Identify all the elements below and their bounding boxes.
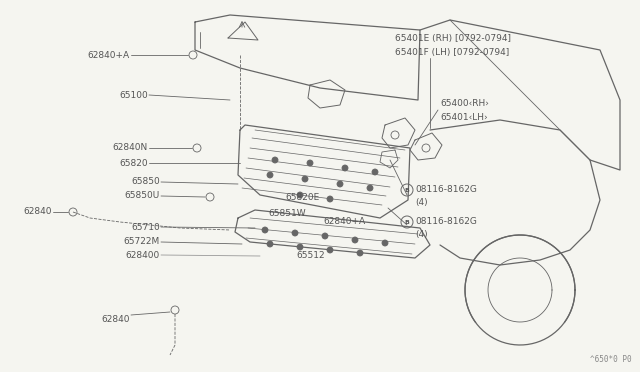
- Text: 65722M: 65722M: [124, 237, 160, 247]
- Text: 62840N: 62840N: [113, 144, 148, 153]
- Text: 65512: 65512: [296, 251, 324, 260]
- Circle shape: [327, 247, 333, 253]
- Circle shape: [342, 165, 348, 171]
- Circle shape: [337, 181, 343, 187]
- Text: 65401F (LH) [0792-0794]: 65401F (LH) [0792-0794]: [395, 48, 509, 57]
- Text: 65851W: 65851W: [268, 209, 306, 218]
- Text: 65100: 65100: [119, 90, 148, 99]
- Circle shape: [307, 160, 313, 166]
- Text: 62840: 62840: [24, 208, 52, 217]
- Circle shape: [322, 233, 328, 239]
- Circle shape: [302, 176, 308, 182]
- Text: B: B: [404, 219, 410, 224]
- Text: 65820E: 65820E: [285, 192, 319, 202]
- Text: 08116-8162G: 08116-8162G: [415, 186, 477, 195]
- Circle shape: [297, 244, 303, 250]
- Text: 65401E (RH) [0792-0794]: 65401E (RH) [0792-0794]: [395, 33, 511, 42]
- Circle shape: [267, 241, 273, 247]
- Circle shape: [357, 250, 363, 256]
- Circle shape: [327, 196, 333, 202]
- Text: 65820: 65820: [120, 158, 148, 167]
- Circle shape: [272, 157, 278, 163]
- Circle shape: [292, 230, 298, 236]
- Text: 08116-8162G: 08116-8162G: [415, 218, 477, 227]
- Text: (4): (4): [415, 231, 428, 240]
- Text: 62840: 62840: [102, 315, 130, 324]
- Circle shape: [262, 227, 268, 233]
- Text: B: B: [404, 187, 410, 192]
- Text: 62840+A: 62840+A: [323, 217, 365, 225]
- Text: 65401‹LH›: 65401‹LH›: [440, 112, 488, 122]
- Text: 62840+A: 62840+A: [88, 51, 130, 60]
- Text: (4): (4): [415, 199, 428, 208]
- Circle shape: [352, 237, 358, 243]
- Text: 65400‹RH›: 65400‹RH›: [440, 99, 489, 108]
- Text: 65710: 65710: [131, 222, 160, 231]
- Circle shape: [372, 169, 378, 175]
- Text: 65850: 65850: [131, 177, 160, 186]
- Circle shape: [297, 192, 303, 198]
- Text: ^650*0 P0: ^650*0 P0: [590, 355, 632, 364]
- Text: 65850U: 65850U: [125, 192, 160, 201]
- Circle shape: [267, 172, 273, 178]
- Circle shape: [382, 240, 388, 246]
- Circle shape: [367, 185, 373, 191]
- Text: 628400: 628400: [125, 250, 160, 260]
